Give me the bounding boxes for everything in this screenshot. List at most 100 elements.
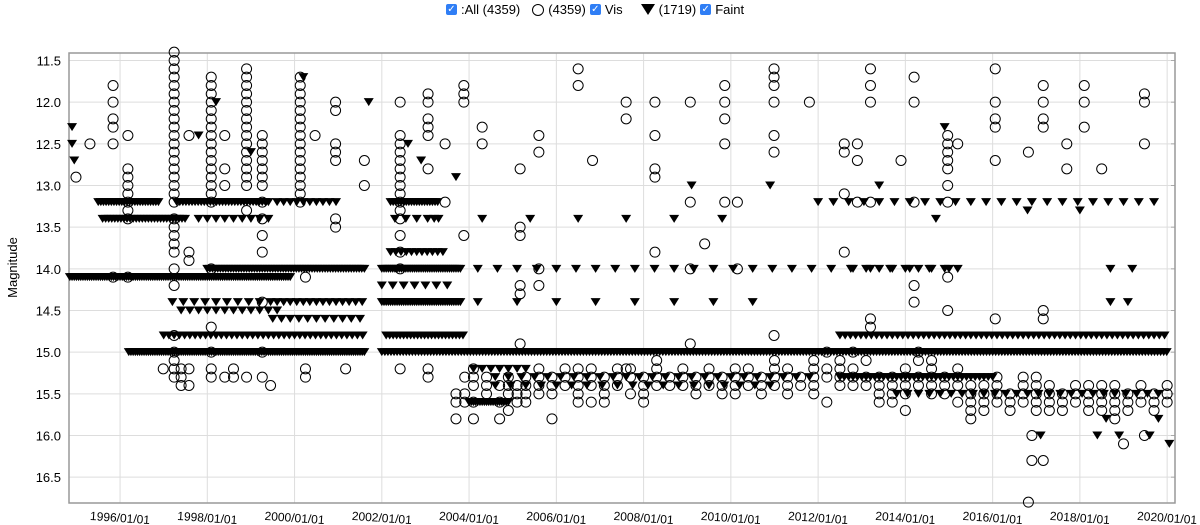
faint-point bbox=[621, 373, 632, 382]
vis-point bbox=[175, 371, 187, 383]
faint-point bbox=[324, 198, 335, 207]
vis-point bbox=[1161, 388, 1173, 400]
faint-point bbox=[621, 214, 632, 223]
vis-point bbox=[864, 321, 876, 333]
vis-point bbox=[546, 413, 558, 425]
vis-point bbox=[330, 138, 342, 150]
vis-point bbox=[1109, 388, 1121, 400]
faint-point bbox=[555, 373, 566, 382]
vis-point bbox=[1070, 380, 1082, 391]
vis-point bbox=[168, 221, 180, 233]
vis-point bbox=[1026, 455, 1038, 466]
y-tick-label: 12.5 bbox=[36, 137, 61, 152]
faint-point bbox=[455, 298, 466, 307]
vis-point bbox=[808, 388, 820, 400]
vis-point bbox=[533, 371, 545, 383]
vis-point bbox=[1022, 146, 1034, 158]
vis-point bbox=[439, 138, 451, 150]
faint-point bbox=[806, 264, 817, 273]
vis-point bbox=[821, 363, 833, 375]
faint-point bbox=[422, 214, 433, 223]
vis-point bbox=[873, 380, 885, 391]
vis-point bbox=[991, 396, 1003, 408]
vis-point bbox=[768, 330, 780, 341]
y-tick-label: 15.0 bbox=[36, 345, 61, 360]
faint-point bbox=[311, 298, 322, 307]
vis-point bbox=[241, 121, 253, 133]
faint-point bbox=[594, 373, 605, 382]
vis-point bbox=[241, 63, 253, 75]
vis-point bbox=[677, 380, 689, 391]
vis-point bbox=[716, 371, 728, 383]
faint-point bbox=[331, 298, 342, 307]
checkbox-vis[interactable]: ✓ bbox=[589, 4, 601, 15]
faint-point bbox=[245, 148, 256, 157]
faint-point bbox=[874, 264, 885, 273]
vis-point bbox=[965, 388, 977, 400]
faint-point bbox=[267, 314, 278, 323]
vis-point bbox=[256, 296, 268, 308]
vis-point bbox=[330, 146, 342, 158]
faint-point bbox=[285, 314, 296, 323]
faint-point bbox=[272, 306, 283, 315]
vis-point bbox=[1122, 396, 1134, 408]
faint-point bbox=[767, 264, 778, 273]
faint-point bbox=[278, 298, 289, 307]
vis-point bbox=[768, 80, 780, 91]
vis-point bbox=[494, 380, 506, 391]
vis-point bbox=[394, 213, 406, 225]
vis-point bbox=[860, 380, 872, 391]
vis-point bbox=[340, 363, 352, 375]
vis-point bbox=[330, 155, 342, 166]
vis-point bbox=[1083, 380, 1095, 391]
faint-point bbox=[228, 306, 239, 315]
faint-point bbox=[492, 264, 503, 273]
faint-point bbox=[437, 248, 448, 257]
vis-point bbox=[926, 380, 938, 391]
vis-point bbox=[183, 380, 195, 391]
vis-point bbox=[719, 196, 731, 208]
faint-point bbox=[285, 198, 296, 207]
faint-point bbox=[211, 298, 222, 307]
checkbox-all[interactable]: ✓ bbox=[446, 4, 457, 15]
vis-point bbox=[256, 196, 268, 208]
vis-point bbox=[358, 155, 370, 166]
vis-point bbox=[834, 363, 846, 375]
vis-point bbox=[294, 130, 306, 141]
vis-point bbox=[873, 371, 885, 383]
faint-point bbox=[1122, 298, 1133, 307]
vis-point bbox=[256, 163, 268, 175]
vis-point bbox=[1004, 405, 1016, 416]
vis-point bbox=[241, 105, 253, 116]
vis-point bbox=[952, 396, 964, 408]
vis-point bbox=[168, 355, 180, 366]
vis-point bbox=[1161, 396, 1173, 408]
vis-point bbox=[459, 388, 471, 400]
faint-point bbox=[416, 156, 427, 165]
faint-point bbox=[930, 214, 941, 223]
vis-point bbox=[719, 80, 731, 91]
vis-point bbox=[299, 363, 311, 375]
faint-point bbox=[570, 264, 581, 273]
vis-point bbox=[808, 380, 820, 391]
faint-point bbox=[376, 281, 387, 290]
vis-point bbox=[690, 371, 702, 383]
faint-point bbox=[442, 281, 453, 290]
vis-point bbox=[168, 238, 180, 250]
vis-point bbox=[768, 146, 780, 158]
faint-point bbox=[965, 198, 976, 207]
vis-point bbox=[768, 363, 780, 375]
vis-point bbox=[168, 246, 180, 258]
vis-point bbox=[939, 371, 951, 383]
x-tick-label: 2010/01/01 bbox=[700, 509, 761, 525]
faint-point bbox=[1159, 331, 1170, 340]
faint-point bbox=[298, 73, 309, 82]
vis-point bbox=[168, 113, 180, 125]
checkbox-faint[interactable]: ✓ bbox=[700, 4, 712, 15]
faint-point bbox=[455, 264, 466, 273]
vis-point bbox=[70, 171, 82, 183]
faint-point bbox=[712, 373, 723, 382]
vis-point bbox=[265, 380, 277, 391]
faint-point bbox=[946, 389, 957, 398]
faint-point bbox=[858, 198, 869, 207]
